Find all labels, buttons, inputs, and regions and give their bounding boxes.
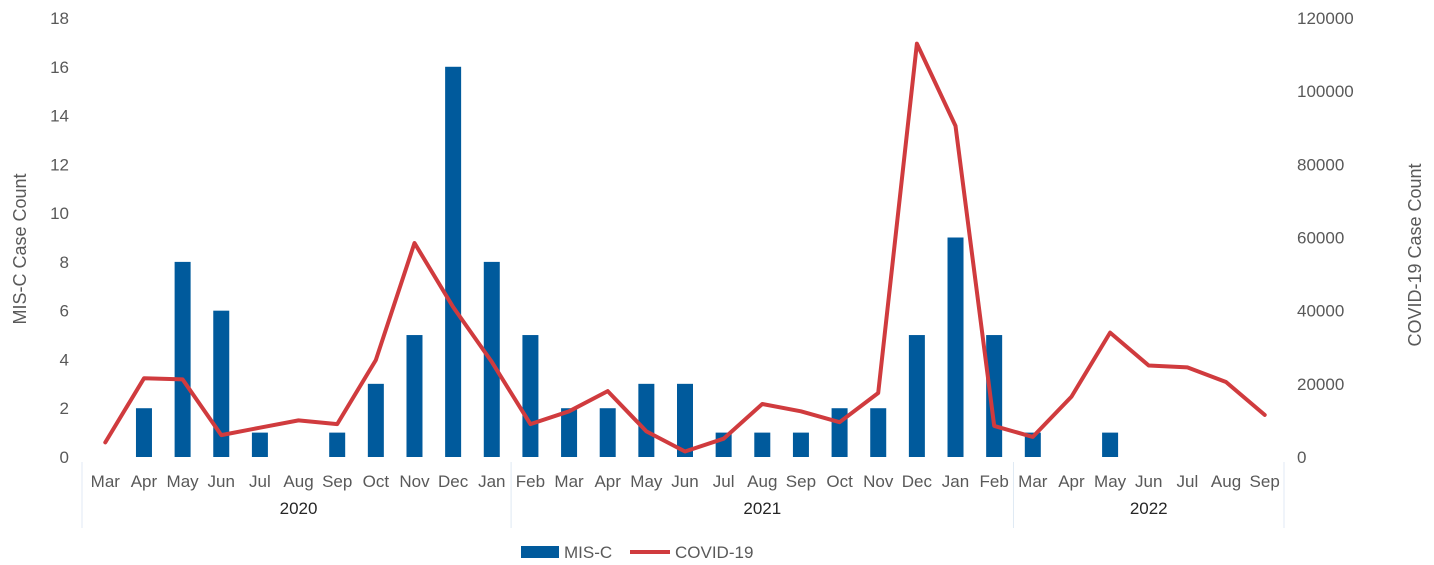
x-tick-label: May: [1094, 472, 1127, 491]
bar-misc: [406, 335, 423, 457]
y-right-tick-label: 0: [1297, 448, 1306, 467]
legend-label-misc: MIS-C: [564, 543, 612, 562]
legend-label-covid: COVID-19: [675, 543, 753, 562]
y-left-tick-label: 8: [60, 253, 69, 272]
x-tick-label: Aug: [1211, 472, 1241, 491]
y-right-tick-label: 40000: [1297, 302, 1344, 321]
y-right-tick-label: 20000: [1297, 375, 1344, 394]
year-label: 2020: [280, 499, 318, 518]
left-axis-ticks: 0 2 4 6 8 10 12 14 16 18: [50, 9, 69, 467]
bar-misc: [754, 432, 771, 457]
bar-misc: [522, 335, 539, 457]
bar-misc: [561, 408, 578, 457]
x-tick-label: Jul: [249, 472, 271, 491]
x-tick-label: Apr: [1058, 472, 1085, 491]
x-tick-label: Mar: [554, 472, 584, 491]
x-tick-label: Dec: [902, 472, 933, 491]
bar-misc: [870, 408, 887, 457]
y-right-tick-label: 100000: [1297, 82, 1354, 101]
bar-misc: [908, 335, 925, 457]
x-tick-label: Jun: [1135, 472, 1162, 491]
bar-misc: [367, 383, 384, 457]
x-tick-label: Aug: [283, 472, 313, 491]
x-tick-label: Apr: [594, 472, 621, 491]
y-left-tick-label: 4: [60, 350, 69, 369]
bar-misc: [329, 432, 346, 457]
x-tick-label: Nov: [863, 472, 894, 491]
legend: MIS-C COVID-19: [521, 543, 753, 562]
x-tick-label: Feb: [980, 472, 1009, 491]
y-left-tick-label: 6: [60, 302, 69, 321]
x-tick-label: Mar: [1018, 472, 1048, 491]
bar-misc: [947, 237, 964, 457]
x-tick-label: Nov: [399, 472, 430, 491]
bar-misc: [599, 408, 616, 457]
line-series: [103, 41, 1267, 454]
bar-misc: [677, 383, 693, 457]
y-left-axis-title: MIS-C Case Count: [10, 173, 30, 324]
x-tick-label: Aug: [747, 472, 777, 491]
line-covid: [103, 41, 1267, 454]
x-tick-label: Apr: [131, 472, 158, 491]
x-tick-label: Sep: [1250, 472, 1280, 491]
x-tick-label: Jun: [208, 472, 235, 491]
x-tick-label: Mar: [91, 472, 121, 491]
x-tick-label: Oct: [363, 472, 390, 491]
x-tick-label: Sep: [786, 472, 816, 491]
x-tick-label: Jan: [942, 472, 969, 491]
year-label: 2022: [1130, 499, 1168, 518]
x-tick-label: Jan: [478, 472, 505, 491]
x-tick-label: Jul: [713, 472, 735, 491]
bar-misc: [1102, 432, 1119, 457]
y-right-tick-label: 120000: [1297, 9, 1354, 28]
y-left-tick-label: 12: [50, 155, 69, 174]
x-tick-label: Feb: [516, 472, 545, 491]
x-tick-label: Dec: [438, 472, 469, 491]
bar-misc: [251, 432, 268, 457]
x-tick-label: Oct: [826, 472, 853, 491]
x-tick-label: May: [167, 472, 200, 491]
y-left-tick-label: 10: [50, 204, 69, 223]
bar-misc: [213, 310, 230, 457]
y-left-tick-label: 16: [50, 58, 69, 77]
bar-misc: [792, 432, 809, 457]
bar-misc: [445, 66, 462, 458]
x-tick-label: Sep: [322, 472, 352, 491]
y-right-tick-label: 80000: [1297, 155, 1344, 174]
bars: [135, 66, 1119, 458]
x-tick-label: May: [630, 472, 663, 491]
y-right-axis-title: COVID-19 Case Count: [1405, 163, 1425, 346]
x-axis: Mar Apr May Jun Jul Aug Sep Oct Nov Dec Jan Feb Mar A…: [81, 462, 1285, 528]
y-left-tick-label: 2: [60, 399, 69, 418]
year-label: 2021: [743, 499, 781, 518]
bar-misc: [1024, 432, 1041, 457]
x-tick-label: Jul: [1177, 472, 1199, 491]
y-right-tick-label: 60000: [1297, 229, 1344, 248]
bar-misc: [135, 408, 152, 457]
y-left-tick-label: 18: [50, 9, 69, 28]
x-tick-label: Jun: [671, 472, 698, 491]
bar-misc: [638, 383, 655, 457]
right-axis-ticks: 0 20000 40000 60000 80000 100000 120000: [1297, 9, 1354, 467]
bar-misc: [174, 261, 191, 457]
legend-swatch-misc: [521, 546, 559, 558]
y-left-tick-label: 0: [60, 448, 69, 467]
y-left-tick-label: 14: [50, 107, 69, 126]
